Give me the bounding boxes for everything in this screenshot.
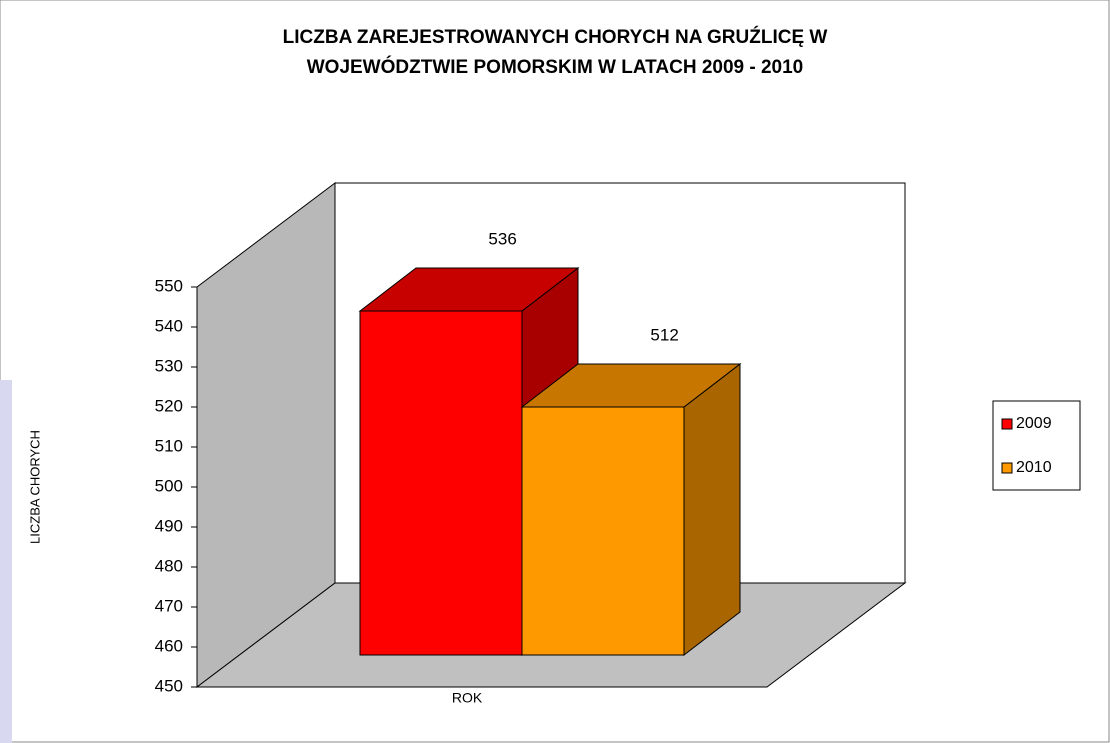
y-tick-label: 460 [155,636,183,655]
y-axis-label: LICZBA CHORYCH [27,430,42,544]
legend: 2009 2010 [992,400,1081,491]
y-tick-label: 480 [155,556,183,575]
y-tick-label: 530 [155,356,183,375]
y-tick-label: 450 [155,676,183,695]
data-label: 536 [488,229,516,248]
legend-label: 2009 [1016,415,1052,432]
y-tick-label: 510 [155,436,183,455]
y-tick-label: 470 [155,596,183,615]
chart-title: LICZBA ZAREJESTROWANYCH CHORYCH NA GRUŹL… [283,26,828,48]
y-tick-label: 550 [155,276,183,295]
bar-side [683,362,741,657]
x-axis-label: ROK [452,690,483,706]
legend-swatch [1001,418,1013,430]
y-tick-label: 520 [155,396,183,415]
side-strip [0,380,12,743]
bar-front [359,310,523,656]
y-tick-label: 490 [155,516,183,535]
chart-title: WOJEWÓDZTWIE POMORSKIM W LATACH 2009 - 2… [307,56,804,78]
legend-box [992,400,1081,491]
y-tick-label: 500 [155,476,183,495]
legend-label: 2010 [1016,459,1052,476]
bar-front [521,406,685,656]
y-tick-label: 540 [155,316,183,335]
bar [520,362,742,657]
legend-swatch [1001,462,1013,474]
bar [358,266,580,657]
data-label: 512 [650,325,678,344]
